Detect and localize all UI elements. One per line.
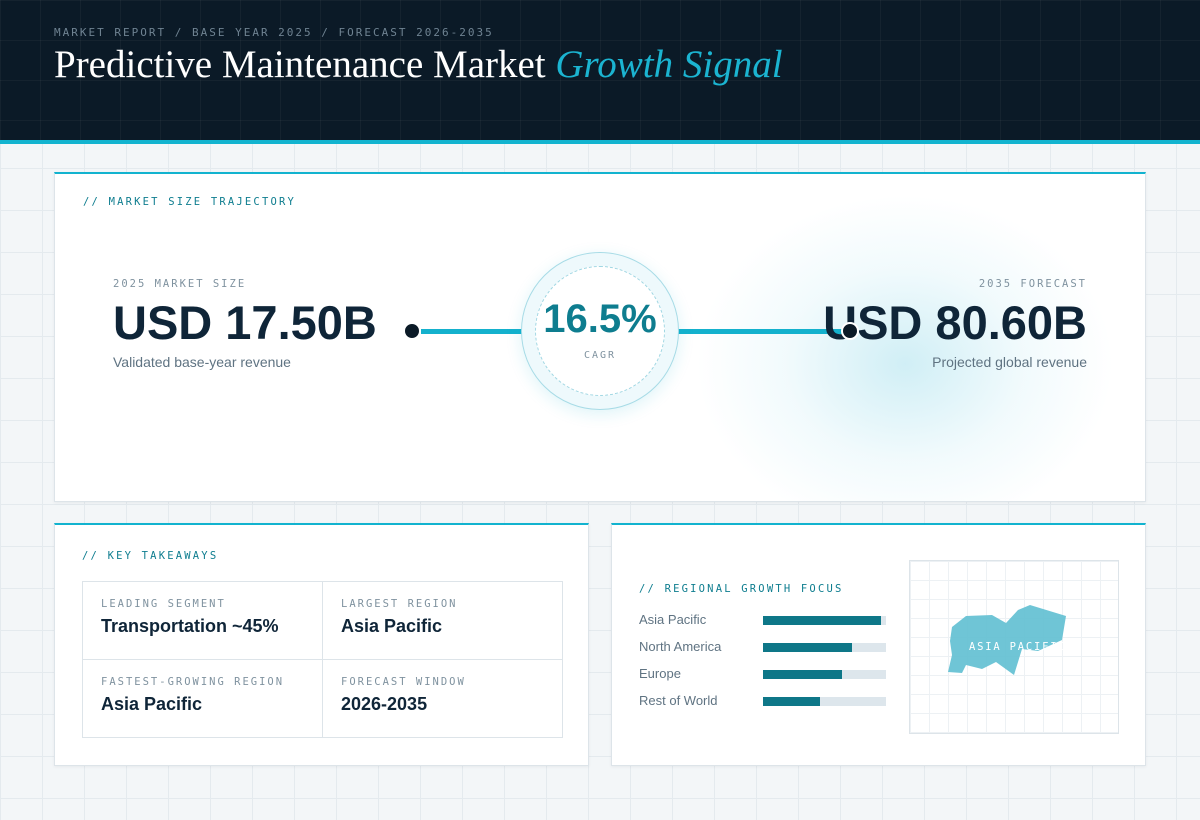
report-header: MARKET REPORT / BASE YEAR 2025 / FORECAS… xyxy=(0,0,1200,144)
region-name: Europe xyxy=(639,666,681,681)
takeaway-key: FASTEST-GROWING REGION xyxy=(101,676,285,688)
base-year-value: USD 17.50B xyxy=(113,296,377,349)
takeaway-fastest-growing-region: FASTEST-GROWING REGION Asia Pacific xyxy=(83,660,323,738)
region-bar-track xyxy=(763,616,886,625)
takeaway-key: LEADING SEGMENT xyxy=(101,598,226,610)
region-row-asia-pacific: Asia Pacific xyxy=(639,612,889,630)
cagr-label: CAGR xyxy=(583,350,617,361)
asia-pacific-shape xyxy=(948,605,1066,675)
forecast-caption: Projected global revenue xyxy=(932,354,1087,370)
region-bar-track xyxy=(763,670,886,679)
region-name: North America xyxy=(639,639,722,654)
region-bar-track xyxy=(763,697,886,706)
base-year-marker xyxy=(403,322,421,340)
region-map: ASIA PACIFIC xyxy=(909,560,1119,734)
trajectory-line-left xyxy=(421,329,531,334)
takeaways-section-label: // KEY TAKEAWAYS xyxy=(82,550,219,562)
region-bar-fill xyxy=(763,670,842,679)
base-year-caption: Validated base-year revenue xyxy=(113,354,291,370)
takeaway-key: LARGEST REGION xyxy=(341,598,458,610)
forecast-label: 2035 FORECAST xyxy=(978,278,1087,290)
title-accent: Growth Signal xyxy=(555,43,783,86)
page-title: Predictive Maintenance Market Growth Sig… xyxy=(54,42,783,87)
grid-divider-horizontal xyxy=(83,659,562,660)
forecast-glow xyxy=(695,194,1115,501)
region-bar-fill xyxy=(763,616,882,625)
region-name: Rest of World xyxy=(639,693,718,708)
report-breadcrumb: MARKET REPORT / BASE YEAR 2025 / FORECAS… xyxy=(54,26,494,39)
base-year-label: 2025 MARKET SIZE xyxy=(113,278,247,290)
cagr-badge: 16.5% CAGR xyxy=(521,252,679,410)
takeaway-largest-region: LARGEST REGION Asia Pacific xyxy=(323,582,563,660)
key-takeaways-card: // KEY TAKEAWAYS LEADING SEGMENT Transpo… xyxy=(54,523,589,766)
region-row-north-america: North America xyxy=(639,639,889,657)
takeaway-key: FORECAST WINDOW xyxy=(341,676,466,688)
region-bar-track xyxy=(763,643,886,652)
market-size-trajectory-card: // MARKET SIZE TRAJECTORY 2025 MARKET SI… xyxy=(54,172,1146,502)
trajectory-line-right xyxy=(667,329,852,334)
takeaways-grid: LEADING SEGMENT Transportation ~45% LARG… xyxy=(82,581,563,738)
region-row-rest-of-world: Rest of World xyxy=(639,693,889,711)
cagr-badge-inner xyxy=(535,266,665,396)
asia-pacific-map-icon xyxy=(948,605,1066,675)
map-region-label: ASIA PACIFIC xyxy=(969,641,1067,653)
takeaway-value: Asia Pacific xyxy=(341,616,443,636)
takeaway-value: 2026-2035 xyxy=(341,694,428,714)
takeaway-forecast-window: FORECAST WINDOW 2026-2035 xyxy=(323,660,563,738)
forecast-value: USD 80.60B xyxy=(823,296,1087,349)
takeaway-leading-segment: LEADING SEGMENT Transportation ~45% xyxy=(83,582,323,660)
title-main: Predictive Maintenance Market xyxy=(54,43,546,86)
takeaway-value: Asia Pacific xyxy=(101,694,203,714)
region-bar-fill xyxy=(763,643,852,652)
forecast-marker xyxy=(841,322,859,340)
region-row-europe: Europe xyxy=(639,666,889,684)
trajectory-section-label: // MARKET SIZE TRAJECTORY xyxy=(83,196,297,208)
regional-section-label: // REGIONAL GROWTH FOCUS xyxy=(639,583,844,595)
cagr-value: 16.5% xyxy=(543,297,657,341)
takeaway-value: Transportation ~45% xyxy=(101,616,279,636)
region-bar-fill xyxy=(763,697,820,706)
regional-growth-card: // REGIONAL GROWTH FOCUS Asia Pacific No… xyxy=(611,523,1146,766)
region-name: Asia Pacific xyxy=(639,612,707,627)
